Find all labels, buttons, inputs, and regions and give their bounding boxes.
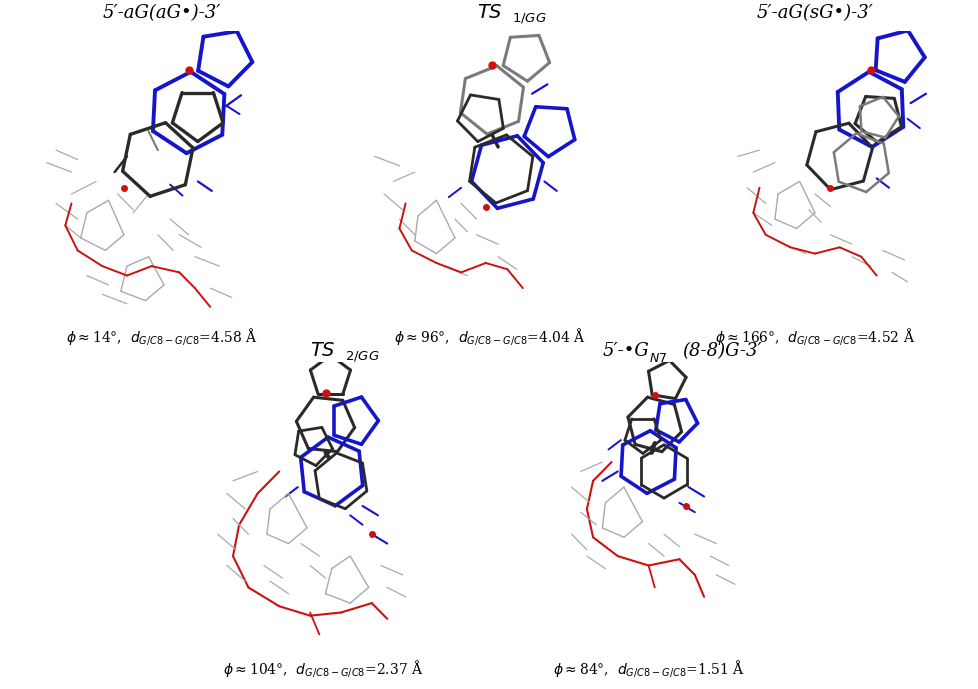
Text: $\mathit{\phi}$$\mathit{\approx}$166°,  $\mathit{d}_{\mathit{G/C8-G/C8}}$=4.52 Å: $\mathit{\phi}$$\mathit{\approx}$166°, $… xyxy=(715,326,914,347)
Text: $\it{TS}$: $\it{TS}$ xyxy=(310,342,335,360)
Text: $\mathit{1/GG}$: $\mathit{1/GG}$ xyxy=(511,12,547,25)
Text: $\mathit{N7}$: $\mathit{N7}$ xyxy=(648,352,667,365)
Text: 5′-•G: 5′-•G xyxy=(601,342,648,360)
Text: $\mathit{\phi}$$\mathit{\approx}$96°,  $\mathit{d}_{\mathit{G/C8-G/C8}}$=4.04 Å: $\mathit{\phi}$$\mathit{\approx}$96°, $\… xyxy=(393,326,585,347)
Text: (8-8)G-3′: (8-8)G-3′ xyxy=(682,342,761,360)
Text: $\mathit{\phi}$$\mathit{\approx}$14°,  $\mathit{d}_{\mathit{G/C8-G/C8}}$=4.58 Å: $\mathit{\phi}$$\mathit{\approx}$14°, $\… xyxy=(66,326,257,347)
Text: $\mathit{2/GG}$: $\mathit{2/GG}$ xyxy=(344,349,379,363)
Text: $\it{TS}$: $\it{TS}$ xyxy=(476,4,502,22)
Text: 5′-aG(sG•)-3′: 5′-aG(sG•)-3′ xyxy=(756,4,873,22)
Text: 5′-aG(aG•)-3′: 5′-aG(aG•)-3′ xyxy=(103,4,220,22)
Text: $\mathit{\phi}$$\mathit{\approx}$84°,  $\mathit{d}_{\mathit{G/C8-G/C8}}$=1.51 Å: $\mathit{\phi}$$\mathit{\approx}$84°, $\… xyxy=(553,658,744,679)
Text: $\mathit{\phi}$$\mathit{\approx}$104°,  $\mathit{d}_{\mathit{G/C8-G/C8}}$=2.37 Å: $\mathit{\phi}$$\mathit{\approx}$104°, $… xyxy=(223,658,422,679)
